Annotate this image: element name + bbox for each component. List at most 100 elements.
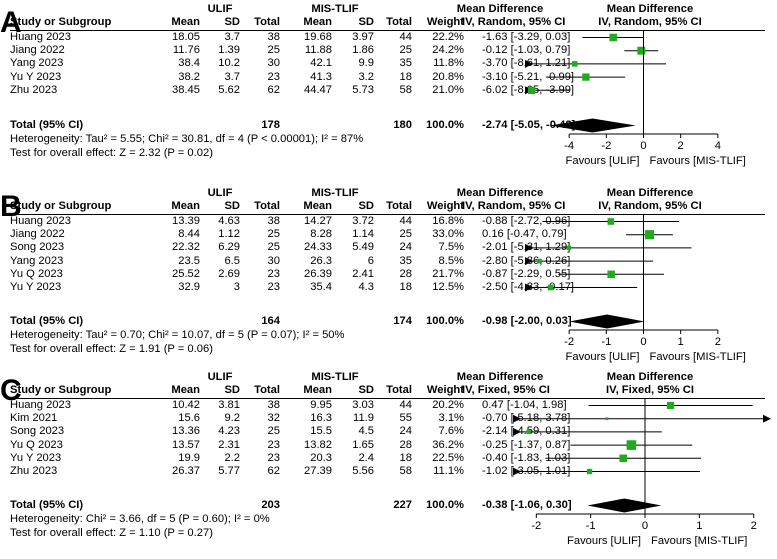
study-m1: 22.32 [172, 241, 200, 254]
study-point-estimate [566, 245, 571, 251]
study-sd1: 9.2 [224, 412, 240, 425]
study-point-estimate [526, 429, 531, 435]
study-weight: 12.5% [432, 281, 464, 293]
study-sd2: 1.65 [352, 438, 374, 451]
study-name: Jiang 2022 [10, 228, 65, 241]
effect-header: Mean Difference [456, 3, 544, 15]
favours-left-label: Favours [ULIF] [565, 155, 640, 167]
study-weight: 11.1% [433, 465, 464, 477]
study-n1: 38 [267, 215, 280, 227]
study-point-estimate [609, 33, 617, 42]
study-point-estimate [666, 401, 675, 410]
study-sd1: 6.5 [224, 254, 240, 267]
study-point-estimate [626, 440, 637, 450]
study-sd1: 1.12 [218, 228, 240, 241]
total2-column-header: Total [386, 384, 412, 396]
study-m2: 8.28 [310, 228, 332, 241]
total-n1: 203 [261, 499, 280, 511]
total1-column-header: Total [254, 16, 280, 28]
study-sd1: 5.77 [218, 465, 240, 477]
study-column-header: Study or Subgroup [10, 384, 112, 396]
plot-title-header: Mean Difference [606, 3, 694, 15]
study-n2: 28 [399, 267, 412, 280]
heterogeneity-text: Heterogeneity: Chi² = 3.66, df = 5 (P = … [10, 513, 270, 525]
total-n1: 164 [261, 315, 280, 327]
sd1-column-header: SD [224, 384, 240, 396]
study-m2: 14.27 [304, 215, 332, 227]
x-axis-tick-label: 1 [677, 336, 684, 348]
header-rule [10, 398, 765, 399]
study-n2: 24 [399, 241, 412, 254]
total-weight: 100.0% [426, 315, 464, 327]
group1-header: ULIF [207, 371, 233, 383]
study-n2: 58 [399, 83, 412, 96]
study-ci-text: -2.14 [-4.59, 0.31] [482, 425, 571, 438]
favours-right-label: Favours [MIS-TLIF] [651, 535, 748, 547]
x-axis-tick-label: -1 [585, 520, 596, 532]
study-n2: 25 [399, 44, 412, 57]
study-sd2: 3.72 [352, 215, 374, 227]
study-n1: 23 [267, 70, 280, 83]
study-m1: 18.05 [172, 31, 200, 43]
study-ci-text: -3.10 [-5.21, -0.99] [482, 70, 575, 83]
study-point-estimate [537, 258, 542, 264]
group2-header: MIS-TLIF [311, 3, 359, 15]
study-m1: 13.57 [172, 438, 200, 451]
study-m1: 32.9 [178, 281, 200, 293]
sd2-column-header: SD [358, 200, 374, 212]
study-sd1: 2.31 [218, 438, 240, 451]
study-m1: 38.2 [178, 70, 200, 83]
study-sd2: 11.9 [353, 412, 374, 425]
study-m1: 13.39 [172, 215, 200, 227]
study-m1: 15.6 [178, 412, 200, 425]
total-n1: 178 [261, 119, 280, 131]
study-m2: 9.95 [310, 399, 332, 411]
effect-header: Mean Difference [456, 371, 544, 383]
x-axis-tick-label: 1 [696, 520, 703, 532]
study-m2: 26.39 [304, 267, 332, 280]
study-sd1: 4.23 [218, 425, 240, 438]
study-name: Huang 2023 [10, 31, 71, 43]
study-n1: 23 [267, 267, 280, 280]
study-n1: 25 [267, 228, 280, 241]
study-n1: 30 [267, 57, 280, 70]
total2-column-header: Total [386, 200, 412, 212]
study-m2: 13.82 [304, 438, 332, 451]
study-name: Huang 2023 [10, 399, 71, 411]
study-weight: 33.0% [432, 228, 464, 241]
study-sd2: 5.73 [352, 83, 374, 96]
total-n2: 174 [393, 315, 412, 327]
overall-effect-text: Test for overall effect: Z = 2.32 (P = 0… [10, 147, 213, 159]
heterogeneity-text: Heterogeneity: Tau² = 5.55; Chi² = 30.81… [10, 133, 364, 145]
study-point-estimate [607, 270, 615, 279]
study-sd1: 3.7 [224, 31, 240, 43]
study-sd2: 9.9 [358, 57, 374, 70]
study-point-estimate [527, 86, 536, 94]
study-m2: 27.39 [304, 465, 332, 477]
sd1-column-header: SD [224, 16, 240, 28]
study-name: Kim 2021 [10, 412, 58, 425]
study-point-estimate [547, 284, 554, 291]
study-weight: 22.5% [432, 451, 464, 464]
effect-method-header: IV, Fixed, 95% CI [462, 384, 550, 396]
total1-column-header: Total [254, 384, 280, 396]
study-sd2: 1.86 [352, 44, 374, 57]
study-n1: 23 [267, 451, 280, 464]
study-column-header: Study or Subgroup [10, 200, 112, 212]
weight-column-header: Weight [426, 384, 464, 396]
x-axis-tick-label: 0 [640, 140, 647, 152]
study-m2: 44.47 [304, 83, 332, 96]
study-n1: 30 [267, 254, 280, 267]
mean1-column-header: Mean [171, 384, 200, 396]
study-sd1: 3.81 [218, 399, 240, 411]
study-n1: 38 [267, 399, 280, 411]
study-weight: 21.7% [432, 267, 464, 280]
study-m2: 35.4 [310, 281, 332, 293]
study-column-header: Study or Subgroup [10, 16, 112, 28]
plot-method-header: IV, Fixed, 95% CI [606, 384, 694, 396]
study-weight: 22.2% [432, 31, 464, 43]
x-axis-tick-label: 2 [677, 140, 684, 152]
study-point-estimate [605, 417, 609, 421]
pooled-estimate-diamond [587, 498, 662, 513]
study-m2: 20.3 [310, 451, 332, 464]
